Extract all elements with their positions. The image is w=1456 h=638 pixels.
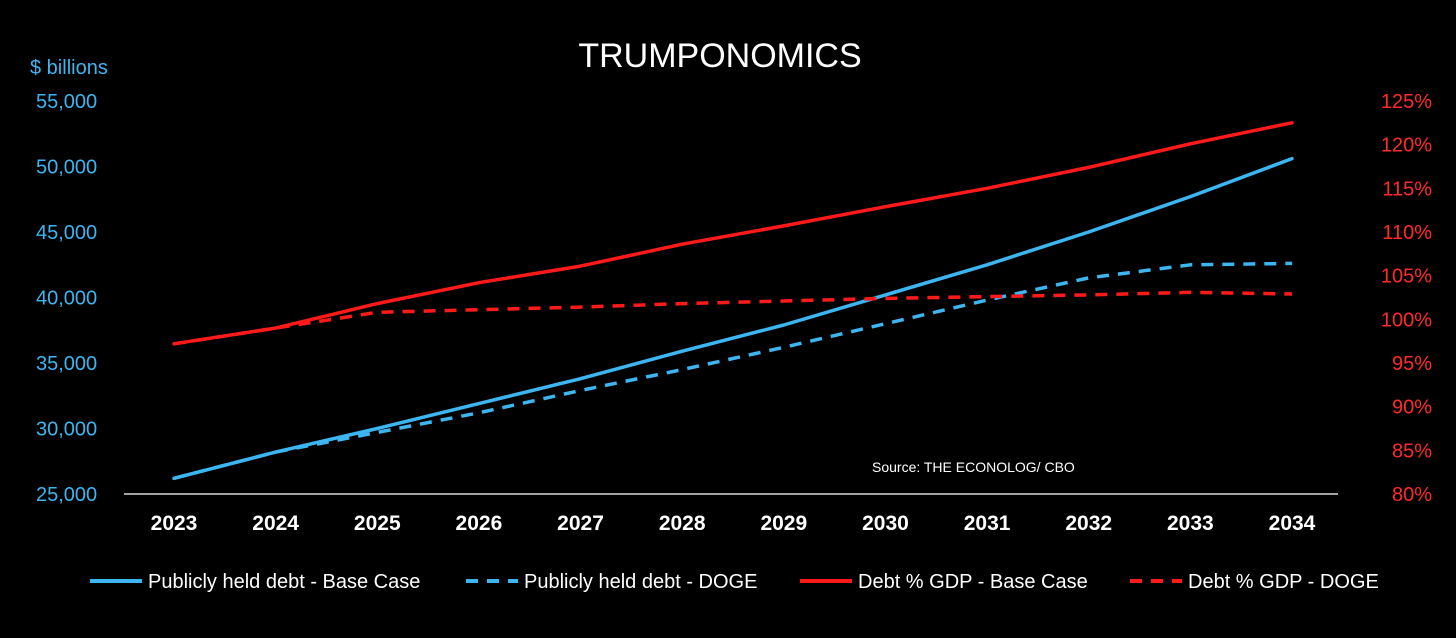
right-axis-ticks: 80% 85% 90% 95% 100% 105% 110% 115% 120% 125% [1381, 91, 1432, 506]
x-axis-ticks: 2023 2024 2025 2026 2027 2028 2029 2030 2031 2032… [151, 512, 1316, 535]
left-axis-label: $ billions [30, 57, 108, 79]
right-tick-label: 125% [1381, 91, 1432, 113]
x-tick-label: 2034 [1269, 512, 1316, 535]
chart-title: TRUMPONOMICS [578, 37, 861, 75]
x-tick-label: 2031 [964, 512, 1011, 535]
x-tick-label: 2023 [151, 512, 198, 535]
right-tick-label: 80% [1392, 484, 1432, 506]
x-tick-label: 2029 [760, 512, 807, 535]
series-line-1 [172, 156, 1294, 481]
x-tick-label: 2028 [659, 512, 706, 535]
x-tick-label: 2030 [862, 512, 909, 535]
left-tick-label: 40,000 [36, 288, 97, 310]
series-line-3 [172, 121, 1294, 346]
x-tick-label: 2025 [354, 512, 401, 535]
x-tick-label: 2033 [1167, 512, 1214, 535]
right-tick-label: 95% [1392, 353, 1432, 375]
legend-label-3: Debt % GDP - Base Case [858, 571, 1088, 593]
right-tick-label: 90% [1392, 397, 1432, 419]
left-tick-label: 30,000 [36, 419, 97, 441]
legend-label-1: Publicly held debt - Base Case [148, 571, 420, 593]
right-tick-label: 120% [1381, 135, 1432, 157]
legend: Publicly held debt - Base Case Publicly h… [90, 571, 1379, 593]
left-tick-label: 55,000 [36, 91, 97, 113]
right-tick-label: 115% [1382, 178, 1432, 200]
right-tick-label: 110% [1382, 222, 1432, 244]
right-tick-label: 105% [1381, 266, 1432, 288]
legend-label-4: Debt % GDP - DOGE [1188, 571, 1379, 593]
x-tick-label: 2026 [456, 512, 503, 535]
left-tick-label: 25,000 [36, 484, 97, 506]
series-line-2 [173, 261, 1293, 480]
x-tick-label: 2027 [557, 512, 604, 535]
left-tick-label: 35,000 [36, 353, 97, 375]
x-tick-label: 2032 [1065, 512, 1112, 535]
series-layer [172, 121, 1294, 481]
series-line-4 [173, 290, 1293, 346]
left-tick-label: 50,000 [36, 157, 97, 179]
source-note: Source: THE ECONOLOG/ CBO [872, 459, 1075, 475]
legend-label-2: Publicly held debt - DOGE [524, 571, 757, 593]
x-tick-label: 2024 [252, 512, 299, 535]
left-axis-ticks: 25,000 30,000 35,000 40,000 45,000 50,000 55,0… [36, 91, 97, 506]
right-tick-label: 100% [1381, 309, 1432, 331]
right-tick-label: 85% [1392, 440, 1432, 462]
left-tick-label: 45,000 [36, 222, 97, 244]
